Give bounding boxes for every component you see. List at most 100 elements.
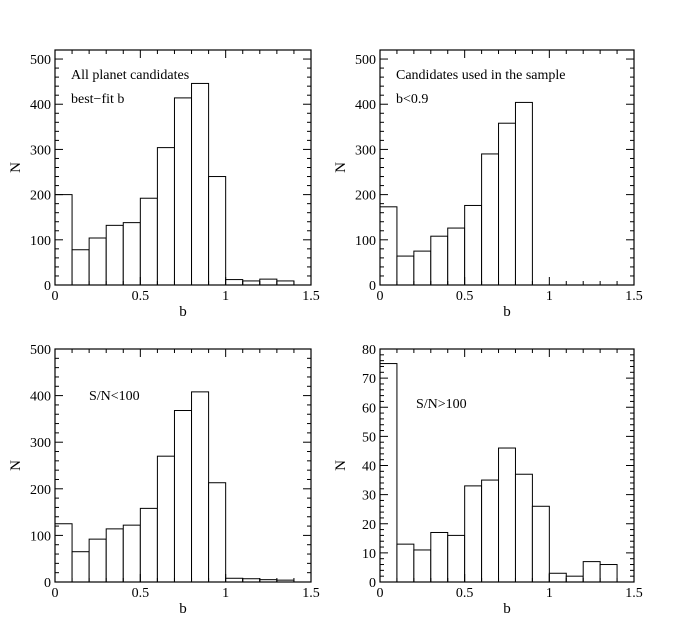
panel-annotation: All planet candidates: [71, 68, 189, 83]
histogram-bar: [225, 279, 244, 286]
y-tick-label: 300: [30, 436, 51, 451]
histogram-bar: [122, 222, 141, 286]
histogram-bar: [464, 485, 483, 583]
y-tick-label: 300: [355, 143, 376, 158]
histogram-bar: [498, 447, 516, 583]
y-tick-label: 400: [30, 390, 51, 405]
histogram-bar: [71, 551, 90, 583]
y-tick-label: 200: [30, 189, 51, 204]
x-axis-label: b: [503, 601, 511, 617]
histogram-bar: [208, 176, 227, 286]
panel-annotation: Candidates used in the sample: [396, 68, 566, 83]
x-tick-label: 1.5: [302, 289, 320, 304]
y-tick-label: 80: [362, 343, 376, 358]
x-tick-label: 1.5: [625, 586, 643, 601]
y-tick-label: 100: [30, 529, 51, 544]
y-tick-label: 100: [30, 234, 51, 249]
y-axis-label: N: [8, 162, 24, 173]
y-tick-label: 50: [362, 430, 376, 445]
histogram-bar: [447, 534, 466, 583]
histogram-panel-1: 0 0.5 1 1.5 0 100 200 300 400 500 b N All planet can…: [8, 49, 320, 320]
x-axis-label: b: [503, 304, 511, 320]
histogram-bar: [208, 482, 227, 583]
histogram-bar: [514, 473, 533, 583]
y-tick-label: 0: [44, 576, 51, 591]
histogram-bar: [413, 250, 432, 286]
y-tick-label: 200: [30, 483, 51, 498]
histogram-bar: [173, 97, 193, 286]
histogram-bar: [88, 237, 107, 286]
y-tick-label: 40: [362, 460, 376, 475]
y-tick-label: 200: [355, 189, 376, 204]
y-axis-label: N: [333, 460, 349, 471]
histogram-bar: [156, 147, 175, 286]
y-tick-label: 60: [362, 401, 376, 416]
y-tick-label: 500: [355, 53, 376, 68]
histogram-bar: [413, 549, 432, 583]
histogram-bar: [396, 543, 415, 583]
histogram-bar: [191, 82, 210, 286]
x-tick-label: 0: [52, 586, 59, 601]
x-axis-label: b: [179, 304, 187, 320]
histogram-bar: [122, 524, 141, 583]
y-tick-label: 300: [30, 143, 51, 158]
histogram-bar: [139, 197, 158, 286]
histogram-panel-4: 0 0.5 1 1.5 0 10 20 30 40 50 60 70 80 b N S/N>100: [333, 343, 643, 617]
histogram-bar: [54, 523, 73, 583]
y-tick-label: 0: [369, 279, 376, 294]
x-tick-label: 1: [546, 586, 553, 601]
histogram-bar: [565, 575, 584, 583]
histogram-bar: [599, 564, 618, 583]
x-tick-label: 0.5: [132, 289, 150, 304]
histogram-panel-3: 0 0.5 1 1.5 0 100 200 300 400 500 b N S/N<100: [8, 343, 320, 617]
histogram-bar: [464, 204, 483, 286]
y-tick-label: 100: [355, 234, 376, 249]
y-tick-label: 70: [362, 372, 376, 387]
plot-frame: [54, 348, 312, 583]
y-tick-label: 500: [30, 53, 51, 68]
x-tick-label: 0: [377, 586, 384, 601]
panel-annotation: S/N>100: [416, 397, 467, 412]
histogram-bar: [276, 280, 295, 286]
histogram-bar: [379, 363, 398, 583]
histogram-bar: [447, 227, 466, 286]
x-tick-label: 1.5: [625, 289, 643, 304]
histogram-bar: [548, 572, 567, 583]
histogram-bar: [396, 255, 415, 286]
panel-annotation: S/N<100: [89, 389, 140, 404]
x-axis-label: b: [179, 601, 187, 617]
x-tick-label: 0: [52, 289, 59, 304]
x-tick-label: 0.5: [456, 586, 474, 601]
x-tick-label: 0: [377, 289, 384, 304]
histogram-bar: [88, 538, 107, 583]
histogram-bar: [173, 410, 193, 583]
x-tick-label: 1: [546, 289, 553, 304]
y-tick-label: 400: [30, 98, 51, 113]
histogram-bar: [259, 278, 278, 286]
y-tick-label: 500: [30, 343, 51, 358]
y-tick-label: 30: [362, 489, 376, 504]
histogram-bar: [242, 280, 261, 286]
histogram-bar: [105, 528, 124, 583]
histogram-bar: [430, 235, 449, 286]
histogram-bar: [531, 505, 550, 583]
histogram-bar: [481, 153, 500, 286]
y-tick-label: 0: [44, 279, 51, 294]
x-tick-label: 1.5: [302, 586, 320, 601]
histogram-bar: [156, 455, 175, 583]
histogram-panel-2: 0 0.5 1 1.5 0 100 200 300 400 500 b N Candidates use…: [333, 49, 643, 320]
histogram-bar: [582, 561, 601, 583]
histogram-bar: [191, 391, 210, 583]
histogram-bar: [139, 507, 158, 583]
histogram-bar: [379, 206, 398, 286]
y-tick-label: 400: [355, 98, 376, 113]
histogram-bar: [105, 224, 124, 286]
histogram-bar: [481, 479, 500, 583]
panel-annotation: best−fit b: [71, 92, 124, 107]
y-tick-label: 20: [362, 518, 376, 533]
histogram-bar: [71, 249, 90, 286]
panel-annotation: b<0.9: [396, 92, 428, 107]
x-tick-label: 1: [222, 586, 229, 601]
y-tick-label: 10: [362, 547, 376, 562]
